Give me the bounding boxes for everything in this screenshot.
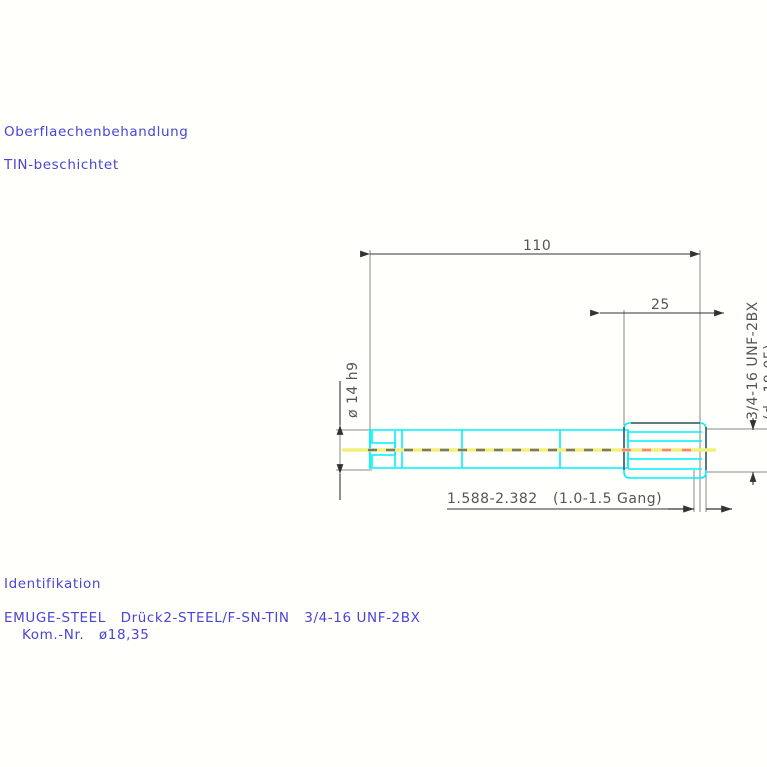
dimension-label-chamfer-gang: (1.0-1.5 Gang): [553, 491, 663, 507]
identification-line-2: Kom.-Nr. ø18,35: [22, 627, 150, 643]
dimension-label-shank-diameter: ø 14 h9: [345, 361, 361, 418]
dimension-label-chamfer-mm: 1.588-2.382: [447, 491, 538, 507]
surface-treatment-heading: Oberflaechenbehandlung: [4, 124, 189, 140]
surface-treatment-value: TIN-beschichtet: [4, 157, 119, 173]
dimension-label-overall-length: 110: [523, 238, 552, 254]
identification-line-1: EMUGE-STEEL Drück2-STEEL/F-SN-TIN 3/4-16…: [4, 610, 421, 626]
part-edge-highlights: [623, 422, 707, 470]
dimension-label-thread-diameter: (d=19.05): [762, 343, 767, 420]
identification-heading: Identifikation: [4, 576, 102, 592]
dimension-label-thread-length: 25: [651, 297, 670, 313]
dimension-label-thread-spec: 3/4-16 UNF-2BX: [745, 301, 761, 420]
extension-lines: [336, 250, 767, 512]
